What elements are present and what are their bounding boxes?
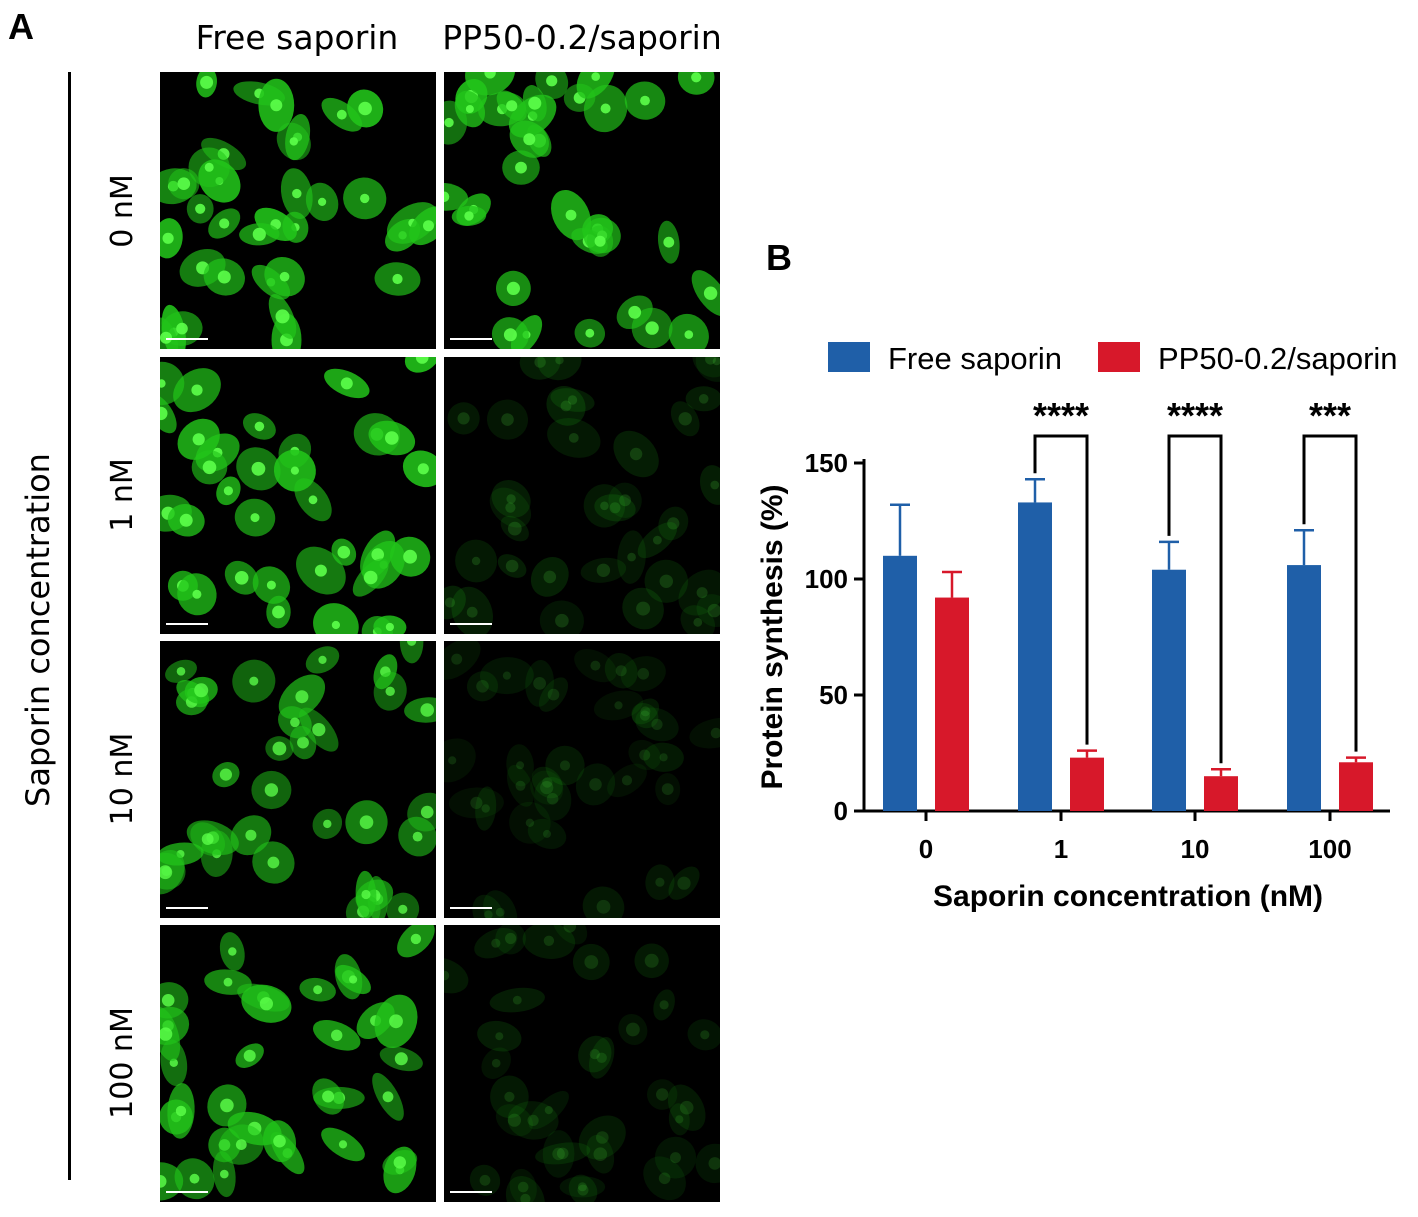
legend-label-free-saporin: Free saporin (888, 341, 1062, 376)
row-group-divider-line (68, 72, 71, 1180)
micrograph-free-saporin-row-1 (160, 72, 436, 349)
x-tick-label: 100 (1308, 834, 1351, 864)
significance-bracket (1302, 434, 1358, 752)
row-label-10nm: 10 nM (105, 732, 140, 826)
legend-label-pp50-saporin: PP50-0.2/saporin (1158, 341, 1398, 376)
micrograph-pp50-saporin-row-3 (444, 641, 720, 918)
column-header-pp50-saporin: PP50-0.2/saporin (442, 18, 722, 57)
scale-bar (166, 623, 208, 625)
significance-bracket (1033, 434, 1089, 745)
scale-bar (166, 338, 208, 340)
x-tick-label: 0 (919, 834, 933, 864)
bar-free-saporin-0 (883, 555, 917, 811)
bar-pp50-saporin-1 (1070, 757, 1104, 811)
scale-bar (166, 907, 208, 909)
bar-free-saporin-10 (1152, 569, 1186, 811)
bar-pp50-saporin-0 (935, 597, 969, 811)
column-header-free-saporin: Free saporin (195, 18, 399, 57)
scale-bar (450, 623, 492, 625)
x-tick-label: 1 (1054, 834, 1068, 864)
y-tick-label: 50 (819, 680, 848, 710)
significance-label: **** (1033, 395, 1089, 436)
scale-bar (450, 338, 492, 340)
row-label-0nm: 0 nM (105, 174, 140, 248)
significance-label: **** (1167, 395, 1223, 436)
scale-bar (166, 1191, 208, 1193)
x-tick-label: 10 (1181, 834, 1210, 864)
bar-pp50-saporin-10 (1204, 776, 1238, 811)
y-tick-label: 100 (805, 564, 848, 594)
y-tick-label: 0 (834, 796, 848, 826)
row-label-100nm: 100 nM (105, 1007, 140, 1119)
bar-free-saporin-100 (1287, 565, 1321, 811)
y-tick-label: 150 (805, 448, 848, 478)
micrograph-pp50-saporin-row-2 (444, 357, 720, 634)
legend-swatch-free-saporin (828, 342, 870, 372)
micrograph-pp50-saporin-row-1 (444, 72, 720, 349)
side-label-saporin-concentration: Saporin concentration (19, 453, 57, 807)
bar-free-saporin-1 (1018, 502, 1052, 811)
micrograph-free-saporin-row-2 (160, 357, 436, 634)
legend-swatch-pp50-saporin (1098, 342, 1140, 372)
panel-b-letter: B (766, 237, 792, 278)
panel-a-letter: A (8, 6, 34, 47)
significance-label: *** (1309, 395, 1351, 436)
micrograph-free-saporin-row-4 (160, 925, 436, 1202)
y-axis-title: Protein synthesis (%) (756, 484, 789, 789)
bar-pp50-saporin-100 (1339, 762, 1373, 811)
micrograph-pp50-saporin-row-4 (444, 925, 720, 1202)
x-axis-title: Saporin concentration (nM) (933, 880, 1323, 913)
row-label-1nm: 1 nM (105, 458, 140, 532)
micrograph-free-saporin-row-3 (160, 641, 436, 918)
significance-bracket (1167, 434, 1223, 764)
scale-bar (450, 907, 492, 909)
scale-bar (450, 1191, 492, 1193)
